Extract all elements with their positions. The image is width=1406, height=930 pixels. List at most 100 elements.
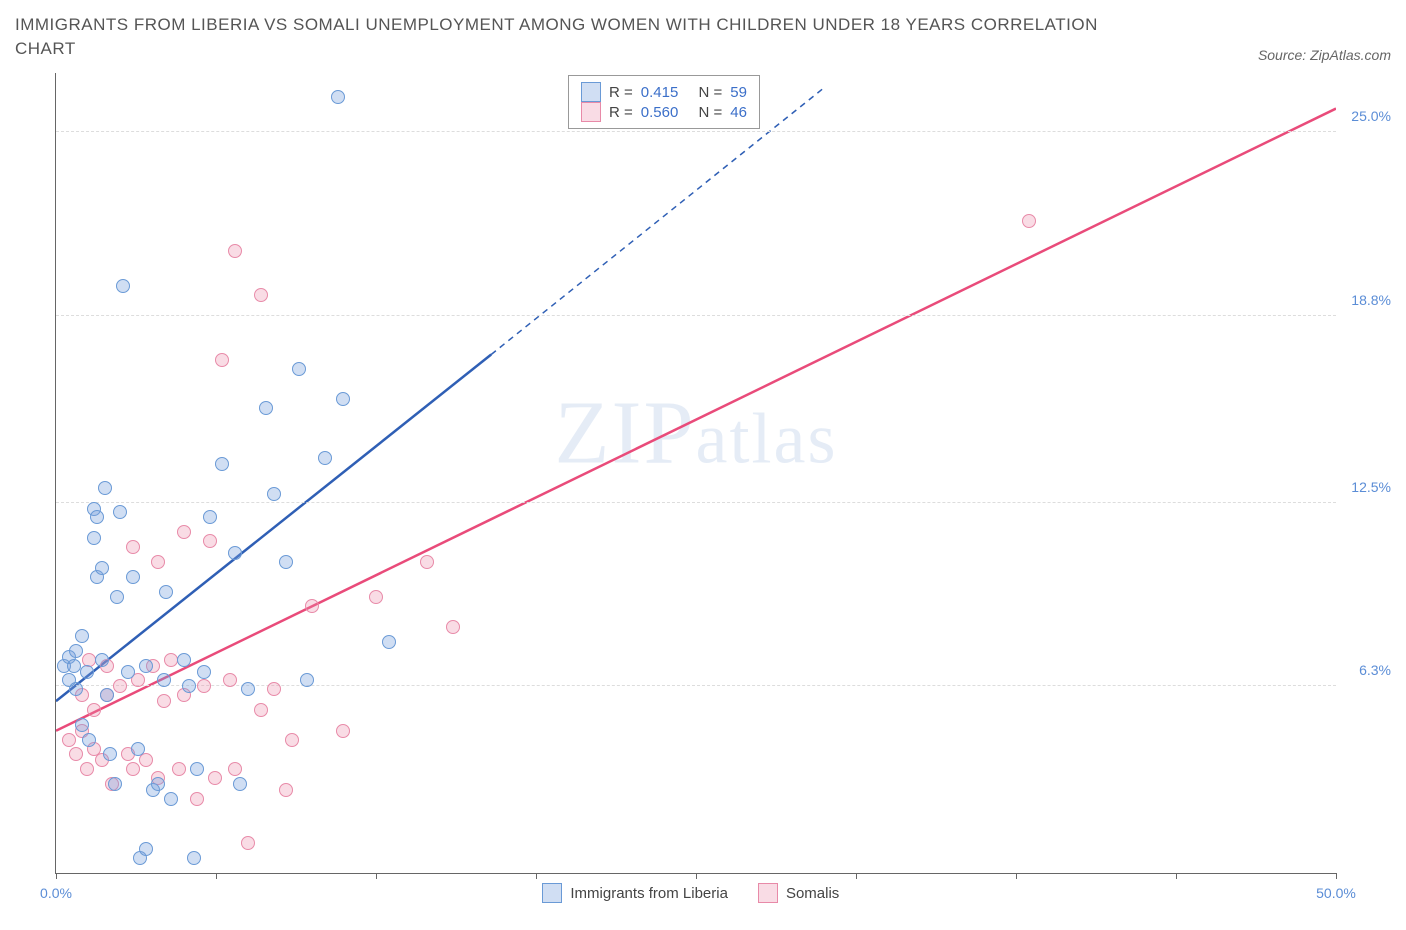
- scatter-point-liberia: [100, 688, 114, 702]
- scatter-point-somali: [126, 762, 140, 776]
- scatter-point-liberia: [279, 555, 293, 569]
- n-value-somali: 46: [730, 104, 747, 121]
- scatter-point-liberia: [121, 665, 135, 679]
- scatter-point-somali: [126, 540, 140, 554]
- x-tick-label: 0.0%: [40, 885, 72, 901]
- scatter-point-somali: [1022, 214, 1036, 228]
- legend-item-somali: Somalis: [758, 883, 839, 903]
- scatter-point-somali: [208, 771, 222, 785]
- swatch-somali: [758, 883, 778, 903]
- scatter-point-somali: [369, 590, 383, 604]
- scatter-point-somali: [420, 555, 434, 569]
- scatter-point-somali: [69, 747, 83, 761]
- scatter-point-liberia: [336, 392, 350, 406]
- y-tick-label: 12.5%: [1351, 479, 1391, 495]
- regression-lines: [56, 73, 1336, 873]
- scatter-point-liberia: [164, 792, 178, 806]
- scatter-point-somali: [254, 288, 268, 302]
- scatter-point-liberia: [95, 561, 109, 575]
- plot-area: ZIPatlas R = 0.415 N = 59 R = 0.560 N = …: [55, 73, 1336, 874]
- scatter-point-liberia: [75, 718, 89, 732]
- legend-label-somali: Somalis: [786, 885, 839, 902]
- scatter-point-somali: [228, 762, 242, 776]
- scatter-point-liberia: [126, 570, 140, 584]
- x-tick: [1016, 873, 1017, 879]
- scatter-point-liberia: [190, 762, 204, 776]
- scatter-point-somali: [190, 792, 204, 806]
- swatch-somali: [581, 102, 601, 122]
- series-legend: Immigrants from Liberia Somalis: [542, 883, 839, 903]
- scatter-point-liberia: [151, 777, 165, 791]
- scatter-point-liberia: [267, 487, 281, 501]
- scatter-point-somali: [139, 753, 153, 767]
- r-value-somali: 0.560: [641, 104, 679, 121]
- scatter-point-liberia: [82, 733, 96, 747]
- scatter-point-somali: [241, 836, 255, 850]
- scatter-point-liberia: [110, 590, 124, 604]
- scatter-point-liberia: [139, 842, 153, 856]
- source-link[interactable]: ZipAtlas.com: [1310, 47, 1391, 63]
- gridline: [56, 131, 1336, 132]
- chart-container: Unemployment Among Women with Children U…: [15, 73, 1391, 874]
- scatter-point-liberia: [75, 629, 89, 643]
- gridline: [56, 315, 1336, 316]
- r-label: R =: [609, 84, 633, 101]
- scatter-point-somali: [151, 555, 165, 569]
- scatter-point-liberia: [87, 531, 101, 545]
- scatter-point-somali: [228, 244, 242, 258]
- scatter-point-liberia: [197, 665, 211, 679]
- r-value-liberia: 0.415: [641, 84, 679, 101]
- x-tick-label: 50.0%: [1316, 885, 1356, 901]
- scatter-point-somali: [80, 762, 94, 776]
- r-label: R =: [609, 104, 633, 121]
- scatter-point-liberia: [80, 665, 94, 679]
- scatter-point-somali: [267, 682, 281, 696]
- scatter-point-somali: [197, 679, 211, 693]
- watermark: ZIPatlas: [555, 382, 838, 485]
- scatter-point-liberia: [182, 679, 196, 693]
- scatter-point-somali: [203, 534, 217, 548]
- header-row: CHART Source: ZipAtlas.com: [15, 39, 1391, 63]
- scatter-point-liberia: [300, 673, 314, 687]
- scatter-point-somali: [446, 620, 460, 634]
- scatter-point-liberia: [241, 682, 255, 696]
- x-tick: [696, 873, 697, 879]
- scatter-point-somali: [172, 762, 186, 776]
- stats-row-liberia: R = 0.415 N = 59: [581, 82, 747, 102]
- stats-legend: R = 0.415 N = 59 R = 0.560 N = 46: [568, 75, 760, 129]
- scatter-point-somali: [62, 733, 76, 747]
- scatter-point-somali: [254, 703, 268, 717]
- n-label: N =: [698, 84, 722, 101]
- scatter-point-liberia: [203, 510, 217, 524]
- scatter-point-somali: [279, 783, 293, 797]
- scatter-point-liberia: [69, 644, 83, 658]
- swatch-liberia: [581, 82, 601, 102]
- scatter-point-liberia: [233, 777, 247, 791]
- scatter-point-liberia: [90, 510, 104, 524]
- scatter-point-liberia: [157, 673, 171, 687]
- scatter-point-liberia: [103, 747, 117, 761]
- scatter-point-somali: [285, 733, 299, 747]
- source-prefix: Source:: [1258, 47, 1310, 63]
- scatter-point-somali: [215, 353, 229, 367]
- chart-title-line2: CHART: [15, 39, 76, 59]
- scatter-point-somali: [113, 679, 127, 693]
- scatter-point-somali: [157, 694, 171, 708]
- scatter-point-liberia: [108, 777, 122, 791]
- swatch-liberia: [542, 883, 562, 903]
- x-tick: [1176, 873, 1177, 879]
- legend-item-liberia: Immigrants from Liberia: [542, 883, 728, 903]
- scatter-point-liberia: [215, 457, 229, 471]
- scatter-point-liberia: [116, 279, 130, 293]
- scatter-point-liberia: [292, 362, 306, 376]
- source-attribution: Source: ZipAtlas.com: [1258, 47, 1391, 63]
- chart-title-line1: IMMIGRANTS FROM LIBERIA VS SOMALI UNEMPL…: [15, 15, 1391, 35]
- legend-label-liberia: Immigrants from Liberia: [570, 885, 728, 902]
- scatter-point-liberia: [318, 451, 332, 465]
- scatter-point-somali: [223, 673, 237, 687]
- scatter-point-somali: [177, 525, 191, 539]
- scatter-point-liberia: [382, 635, 396, 649]
- x-tick: [1336, 873, 1337, 879]
- stats-row-somali: R = 0.560 N = 46: [581, 102, 747, 122]
- scatter-point-liberia: [113, 505, 127, 519]
